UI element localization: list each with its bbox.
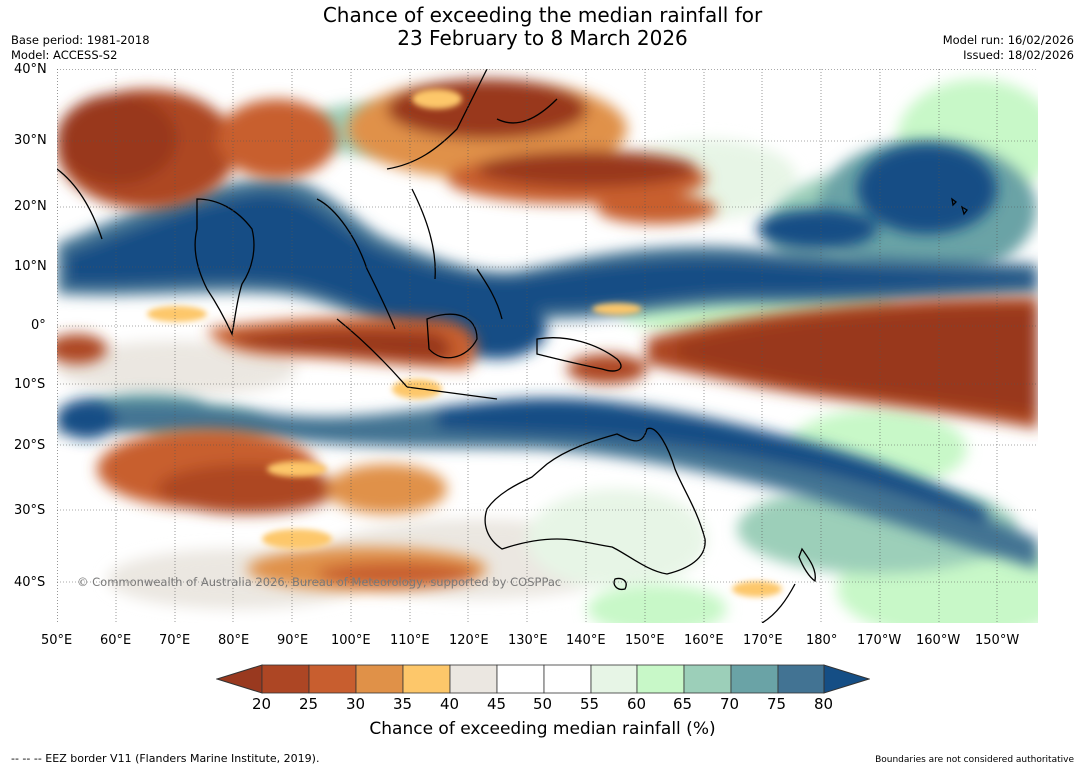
lat-label-equator: 0° — [31, 318, 46, 333]
lon-label-120e: 120°E — [449, 633, 489, 648]
above-median-strong-regions — [57, 144, 1038, 569]
rainfall-map-canvas — [57, 69, 1038, 623]
lon-label-80e: 80°E — [218, 633, 250, 648]
base-info: Base period: 1981-2018 Model: ACCESS-S2 — [11, 33, 150, 63]
boundary-disclaimer: Boundaries are not considered authoritat… — [875, 755, 1074, 765]
lat-label-30s: 30°S — [14, 503, 46, 518]
model-name-text: Model: ACCESS-S2 — [11, 48, 118, 62]
map-title: Chance of exceeding the median rainfall … — [0, 4, 1085, 50]
colorbar-20-25 — [261, 664, 310, 694]
colorbar-tick-20: 20 — [252, 695, 272, 713]
colorbar — [216, 664, 870, 694]
colorbar-above-80 — [823, 664, 870, 694]
colorbar-tick-25: 25 — [299, 695, 319, 713]
lat-label-20n: 20°N — [14, 199, 47, 214]
colorbar-tick-75: 75 — [767, 695, 787, 713]
colorbar-45-50 — [496, 664, 545, 694]
lat-label-30n: 30°N — [14, 133, 47, 148]
colorbar-tick-80: 80 — [814, 695, 834, 713]
lat-label-10s: 10°S — [14, 377, 46, 392]
lat-label-40s: 40°S — [14, 575, 46, 590]
colorbar-tick-50: 50 — [533, 695, 553, 713]
title-line-2: 23 February to 8 March 2026 — [397, 26, 688, 50]
colorbar-title: Chance of exceeding median rainfall (%) — [369, 719, 716, 739]
issued-date-text: Issued: 18/02/2026 — [963, 48, 1074, 62]
lon-label-90e: 90°E — [277, 633, 309, 648]
colorbar-below-20 — [216, 664, 263, 694]
colorbar-tick-35: 35 — [393, 695, 413, 713]
lon-label-70e: 70°E — [159, 633, 191, 648]
colorbar-35-40 — [402, 664, 451, 694]
colorbar-tick-40: 40 — [440, 695, 460, 713]
model-run-text: Model run: 16/02/2026 — [942, 33, 1074, 47]
lon-label-150w: 150°W — [975, 633, 1020, 648]
lon-label-160e: 160°E — [684, 633, 724, 648]
colorbar-60-65 — [636, 664, 685, 694]
lon-label-140e: 140°E — [566, 633, 606, 648]
colorbar-75-80 — [777, 664, 825, 694]
eez-border-note: -- -- -- EEZ border V11 (Flanders Marine… — [11, 752, 320, 765]
lon-label-110e: 110°E — [390, 633, 430, 648]
colorbar-tick-55: 55 — [580, 695, 600, 713]
lon-label-60e: 60°E — [100, 633, 132, 648]
colorbar-50-55 — [543, 664, 592, 694]
title-line-1: Chance of exceeding the median rainfall … — [322, 3, 763, 27]
colorbar-tick-65: 65 — [673, 695, 693, 713]
lon-label-180: 180° — [806, 633, 838, 648]
graticule — [57, 69, 1038, 623]
colorbar-25-30 — [308, 664, 357, 694]
lon-label-160w: 160°W — [916, 633, 961, 648]
lat-label-10n: 10°N — [14, 259, 47, 274]
colorbar-30-35 — [355, 664, 404, 694]
copyright-watermark: © Commonwealth of Australia 2026, Bureau… — [77, 575, 562, 589]
colorbar-65-70 — [683, 664, 732, 694]
lon-label-170w: 170°W — [857, 633, 902, 648]
slightly-below-median-regions — [147, 89, 782, 597]
rainfall-map — [57, 69, 1038, 623]
colorbar-tick-45: 45 — [487, 695, 507, 713]
colorbar-55-60 — [590, 664, 638, 694]
issue-info: Model run: 16/02/2026 Issued: 18/02/2026 — [943, 33, 1074, 63]
lon-label-100e: 100°E — [331, 633, 371, 648]
colorbar-tick-70: 70 — [720, 695, 740, 713]
lon-label-130e: 130°E — [508, 633, 548, 648]
lat-label-40n: 40°N — [14, 62, 47, 77]
lon-label-170e: 170°E — [743, 633, 783, 648]
base-period-text: Base period: 1981-2018 — [11, 33, 150, 47]
colorbar-70-75 — [730, 664, 779, 694]
colorbar-tick-60: 60 — [627, 695, 647, 713]
colorbar-tick-30: 30 — [346, 695, 366, 713]
lon-label-50e: 50°E — [41, 633, 73, 648]
lat-label-20s: 20°S — [14, 438, 46, 453]
lon-label-150e: 150°E — [625, 633, 665, 648]
colorbar-40-45 — [449, 664, 498, 694]
